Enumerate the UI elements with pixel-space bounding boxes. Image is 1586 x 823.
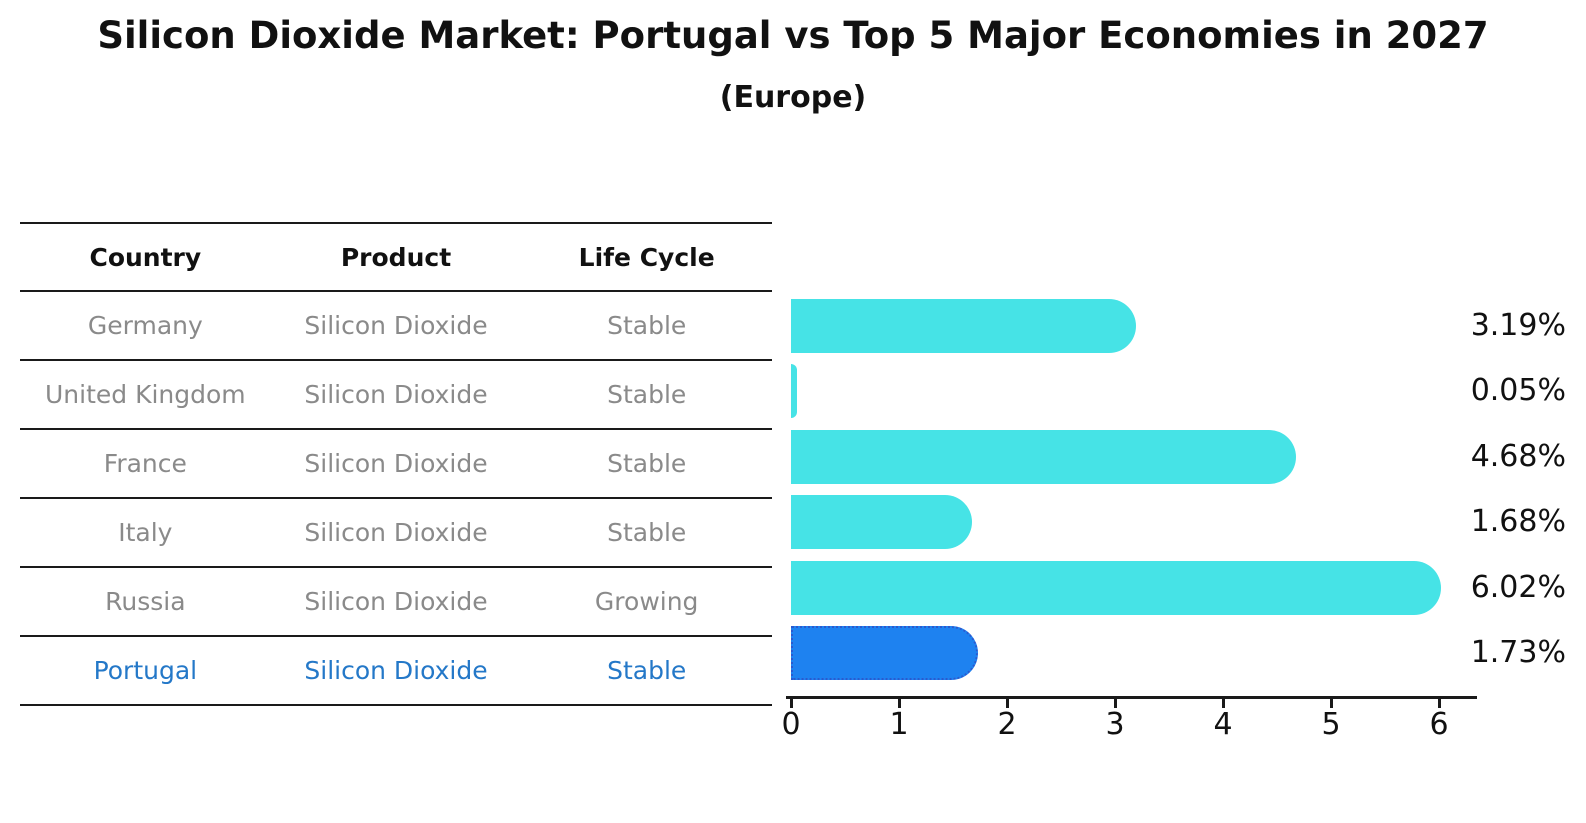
bar-italy <box>791 495 973 550</box>
table-cell-product: Silicon Dioxide <box>304 311 488 340</box>
bar-russia <box>791 560 1442 615</box>
table-row: Germany Silicon Dioxide Stable <box>20 292 772 361</box>
x-axis-tick <box>790 699 793 708</box>
value-label: 1.68% <box>1470 504 1566 540</box>
x-axis-tick-label: 4 <box>1213 707 1233 742</box>
table-cell-country: Italy <box>118 518 173 547</box>
x-axis-line <box>786 696 1477 699</box>
table-row: France Silicon Dioxide Stable <box>20 430 772 499</box>
table-cell-country: Portugal <box>93 656 198 685</box>
table-cell-country: United Kingdom <box>45 380 246 409</box>
x-axis-tick-label: 2 <box>997 707 1017 742</box>
table-cell-country: Germany <box>87 311 203 340</box>
table-cell-product: Silicon Dioxide <box>304 656 488 685</box>
x-axis-tick <box>1222 699 1225 708</box>
table-cell-life-cycle: Stable <box>607 449 687 478</box>
x-axis-tick-label: 1 <box>889 707 909 742</box>
value-label: 3.19% <box>1470 308 1566 343</box>
value-label: 6.02% <box>1470 569 1566 605</box>
x-axis-tick <box>898 699 901 708</box>
table-cell-life-cycle: Stable <box>607 518 687 547</box>
table-row: Italy Silicon Dioxide Stable <box>20 499 772 568</box>
table-header-cell: Country <box>89 242 202 272</box>
x-axis-tick <box>1006 699 1009 708</box>
table-cell-life-cycle: Stable <box>607 656 687 685</box>
table-row: Portugal Silicon Dioxide Stable <box>20 637 772 706</box>
value-label: 4.68% <box>1470 438 1566 474</box>
comparison-table: Country Product Life Cycle Germany Silicon … <box>20 222 772 706</box>
bar-germany <box>791 299 1136 353</box>
x-axis-tick-label: 3 <box>1105 707 1125 742</box>
x-axis-tick <box>1114 699 1117 708</box>
table-cell-country: France <box>103 449 187 478</box>
table-cell-product: Silicon Dioxide <box>304 449 488 478</box>
chart-subtitle: (Europe) <box>719 80 867 115</box>
comparison-table-body: Germany Silicon Dioxide Stable United Kingd… <box>20 292 772 706</box>
table-row: Russia Silicon Dioxide Growing <box>20 568 772 637</box>
value-label: 0.05% <box>1470 373 1566 409</box>
table-cell-country: Russia <box>105 587 186 616</box>
table-cell-product: Silicon Dioxide <box>304 380 488 409</box>
value-label: 1.73% <box>1470 635 1566 670</box>
x-axis-tick <box>1330 699 1333 708</box>
bar-united-kingdom <box>791 364 797 419</box>
x-axis-tick-label: 5 <box>1321 707 1341 742</box>
table-cell-life-cycle: Growing <box>594 587 699 616</box>
x-axis-tick-label: 6 <box>1429 707 1449 742</box>
table-cell-life-cycle: Stable <box>607 311 687 340</box>
bar-portugal <box>791 626 978 680</box>
x-axis-tick <box>1438 699 1441 708</box>
table-header-cell: Product <box>340 242 452 272</box>
chart-title: Silicon Dioxide Market: Portugal vs Top … <box>97 14 1489 57</box>
bar-france <box>791 429 1297 484</box>
table-cell-life-cycle: Stable <box>607 380 687 409</box>
table-cell-product: Silicon Dioxide <box>304 518 488 547</box>
table-header-cell: Life Cycle <box>578 242 715 272</box>
x-axis-tick-label: 0 <box>781 707 801 742</box>
table-header-row: Country Product Life Cycle <box>20 224 772 292</box>
table-row: United Kingdom Silicon Dioxide Stable <box>20 361 772 430</box>
table-cell-product: Silicon Dioxide <box>304 587 488 616</box>
